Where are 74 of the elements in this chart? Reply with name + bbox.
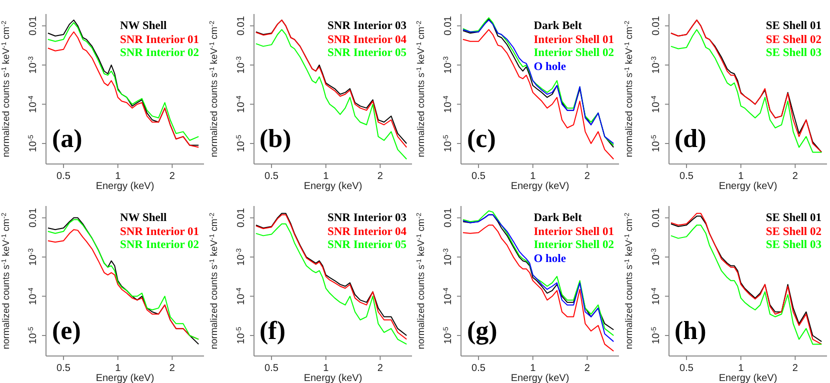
x-tick-label: 2: [584, 363, 590, 374]
x-tick-label: 0.5: [56, 363, 71, 374]
y-tick-label: 0.01: [650, 208, 662, 228]
annotation: (e): [52, 316, 81, 346]
x-tick-label: 1: [115, 171, 122, 182]
text: NW Shell: [120, 20, 168, 34]
x-tick-label: 1: [115, 363, 122, 374]
series-label: O hole: [534, 252, 567, 266]
series-label: Interior Shell 02: [534, 239, 614, 252]
x-tick-label: 0.5: [472, 171, 486, 182]
x-tick-label: 2: [169, 363, 176, 374]
x-axis-title: Energy (keV): [718, 181, 777, 192]
x-tick-label: 1: [530, 171, 536, 182]
text: Interior Shell 01: [534, 34, 614, 47]
x-tick-label: 1: [738, 171, 744, 182]
y-tick-label: 0.01: [28, 16, 39, 36]
x-axis-title: Energy (keV): [303, 373, 362, 383]
text: SE Shell 01: [766, 212, 822, 226]
x-tick-label: 0.5: [679, 171, 694, 182]
series-label: O hole: [534, 60, 567, 74]
text: SE Shell 03: [766, 239, 822, 252]
x-tick-label: 1: [530, 363, 536, 374]
x-tick-label: 2: [376, 363, 383, 374]
y-tick-label: 0.01: [236, 208, 246, 228]
x-axis-title: Energy (keV): [303, 181, 362, 192]
text: Interior Shell 01: [534, 226, 614, 239]
text: SNR Interior 03: [327, 212, 406, 226]
x-tick-label: 1: [322, 171, 329, 182]
annotation: (h): [674, 316, 706, 346]
text: SNR Interior 01: [120, 226, 199, 239]
x-axis-title: Energy (keV): [510, 181, 570, 192]
series-label: SNR Interior 02: [120, 239, 199, 252]
x-tick-label: 0.5: [472, 363, 486, 374]
text: SE Shell 02: [766, 34, 822, 47]
series-label: Interior Shell 02: [534, 47, 614, 60]
text: NW Shell: [120, 212, 168, 226]
x-axis-title: Energy (keV): [718, 373, 777, 383]
y-tick-label: 0.01: [28, 208, 39, 228]
x-tick-label: 1: [738, 363, 744, 374]
annotation: (d): [674, 124, 706, 154]
y-tick-label: 0.01: [236, 16, 246, 36]
text: SE Shell 01: [766, 20, 822, 34]
text: SNR Interior 01: [120, 34, 199, 47]
y-tick-label: 0.01: [443, 208, 454, 228]
x-tick-label: 2: [376, 171, 383, 182]
annotation: (a): [52, 124, 82, 154]
x-axis-title: Energy (keV): [96, 373, 154, 383]
text: Dark Belt: [534, 20, 583, 34]
annotation: (c): [467, 124, 496, 154]
x-tick-label: 0.5: [264, 171, 278, 182]
x-tick-label: 2: [792, 171, 798, 182]
x-tick-label: 2: [584, 171, 590, 182]
x-tick-label: 1: [322, 363, 329, 374]
x-axis-title: Energy (keV): [96, 181, 154, 192]
x-tick-label: 0.5: [679, 363, 694, 374]
text: SE Shell 02: [766, 226, 822, 239]
text: SNR Interior 04: [327, 34, 406, 47]
annotation: (f): [260, 316, 286, 346]
x-axis-title: Energy (keV): [510, 373, 570, 383]
series-label: SNR Interior 05: [327, 239, 406, 252]
series-label: SNR Interior 05: [327, 47, 406, 60]
x-tick-label: 2: [792, 363, 798, 374]
text: SNR Interior 03: [327, 20, 406, 34]
x-tick-label: 2: [169, 171, 176, 182]
text: Dark Belt: [534, 212, 583, 226]
annotation: (b): [260, 124, 292, 154]
text: SE Shell 03: [766, 47, 822, 60]
x-tick-label: 0.5: [56, 171, 71, 182]
x-tick-label: 0.5: [264, 363, 278, 374]
y-tick-label: 0.01: [650, 16, 662, 36]
y-tick-label: 0.01: [443, 16, 454, 36]
annotation: (g): [467, 316, 498, 346]
series-label: SNR Interior 02: [120, 47, 199, 60]
text: SNR Interior 04: [327, 226, 406, 239]
